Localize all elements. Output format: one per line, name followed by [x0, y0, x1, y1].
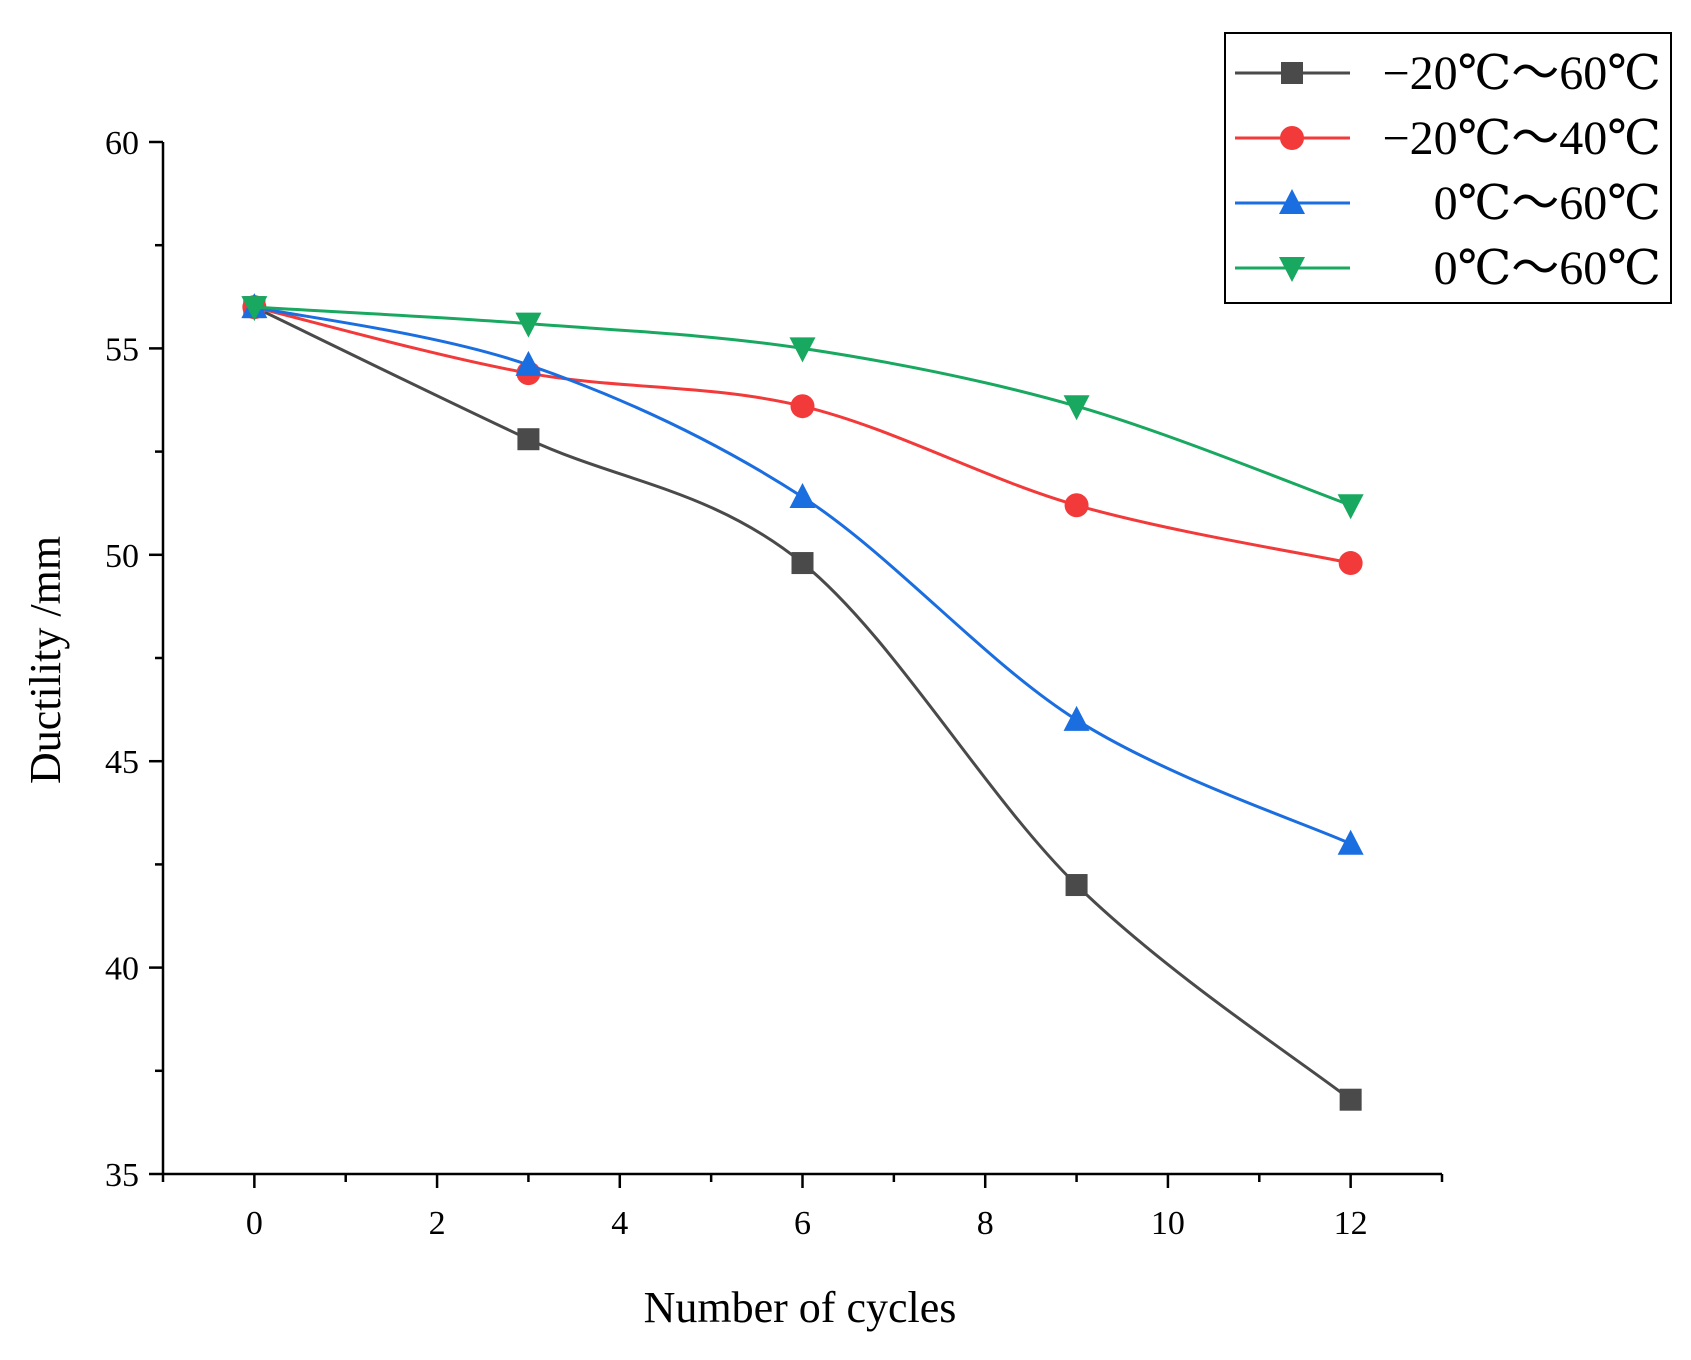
axes: 0 2 4 6 8 10 12 35 40 45 50 55 60 — [105, 125, 1444, 1242]
series-3 — [241, 293, 1364, 855]
y-tick-label: 60 — [105, 125, 139, 162]
legend-label: 0℃～60℃ — [1434, 177, 1661, 230]
y-axis-title: Ductility /mm — [21, 536, 70, 784]
series-2-point — [790, 394, 815, 419]
x-tick-label: 2 — [429, 1205, 446, 1242]
legend-marker — [1279, 257, 1305, 282]
legend-item-4: 0℃～60℃ — [1235, 242, 1661, 295]
series-4-point — [1063, 395, 1090, 421]
series-4-point — [515, 312, 542, 338]
series-4-point — [241, 296, 268, 322]
series-2-point — [1338, 551, 1363, 576]
y-tick-label: 50 — [105, 538, 139, 575]
legend-label: −20℃～60℃ — [1383, 47, 1661, 100]
y-tick-label: 45 — [105, 744, 139, 781]
legend: −20℃～60℃ −20℃～40℃ 0℃～60℃ 0℃～60℃ — [1224, 32, 1672, 304]
series-4-point — [789, 337, 816, 363]
legend-item-1: −20℃～60℃ — [1235, 47, 1661, 100]
x-tick-label: 4 — [611, 1205, 628, 1242]
y-tick-label: 35 — [105, 1157, 139, 1194]
legend-marker — [1280, 126, 1304, 150]
legend-marker — [1281, 62, 1303, 84]
x-tick-label: 10 — [1151, 1205, 1185, 1242]
legend-label: −20℃～40℃ — [1383, 112, 1661, 165]
legend-item-3: 0℃～60℃ — [1235, 177, 1661, 230]
series-1-line — [253, 305, 1352, 1101]
series-1-point — [517, 428, 540, 451]
x-tick-label: 8 — [977, 1205, 994, 1242]
x-axis-title: Number of cycles — [644, 1283, 957, 1332]
y-tick-label: 55 — [105, 331, 139, 368]
series-4 — [241, 296, 1364, 520]
legend-item-2: −20℃～40℃ — [1235, 112, 1661, 165]
series-2-point — [1064, 493, 1089, 518]
series-3-point — [1337, 829, 1364, 855]
series-2 — [242, 295, 1363, 576]
series-layer — [241, 293, 1364, 1111]
series-1-point — [1339, 1088, 1362, 1111]
series-3-point — [515, 350, 542, 376]
series-3-point — [789, 483, 816, 509]
series-1-point — [791, 552, 814, 575]
x-tick-label: 6 — [794, 1205, 811, 1242]
series-1 — [243, 296, 1362, 1111]
series-4-point — [1337, 494, 1364, 520]
x-tick-label: 0 — [246, 1205, 263, 1242]
x-tick-label: 12 — [1334, 1205, 1368, 1242]
series-1-point — [1065, 874, 1088, 897]
legend-label: 0℃～60℃ — [1434, 242, 1661, 295]
legend-marker — [1279, 189, 1305, 214]
y-tick-label: 40 — [105, 951, 139, 988]
series-3-point — [1063, 705, 1090, 731]
